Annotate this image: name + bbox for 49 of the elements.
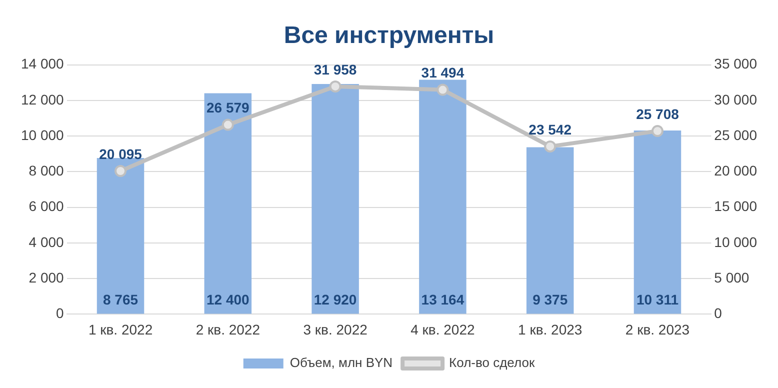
legend-label: Объем, млн BYN — [290, 355, 393, 370]
y-tick-label: 6 000 — [28, 198, 64, 214]
bar — [96, 158, 144, 314]
y-tick-label: 12 000 — [20, 91, 64, 108]
x-tick-label: 3 кв. 2022 — [303, 321, 368, 338]
x-tick-label: 1 кв. 2022 — [88, 321, 153, 338]
point — [436, 84, 449, 96]
y2-tick-label: 35 000 — [714, 56, 758, 72]
legend-label: Кол-во сделок — [449, 355, 535, 370]
y2-tick-label: 10 000 — [714, 234, 758, 250]
data-label: 20 095 — [99, 146, 142, 162]
y2-tick-label: 20 000 — [714, 162, 758, 179]
y-tick-label: 4 000 — [28, 234, 64, 250]
y-tick-label: 14 000 — [20, 56, 64, 72]
bar — [204, 93, 252, 314]
bar — [634, 130, 682, 314]
data-label: 12 400 — [206, 292, 250, 308]
data-label: 23 542 — [528, 121, 572, 138]
chart-title: Все инструменты — [284, 22, 494, 50]
y2-tick-label: 25 000 — [714, 126, 758, 143]
y2-tick-label: 0 — [714, 305, 722, 322]
data-label: 26 579 — [206, 100, 250, 116]
data-label: 31 494 — [421, 64, 464, 81]
point — [222, 118, 234, 131]
data-label: 9 375 — [532, 292, 568, 308]
x-tick-label: 2 кв. 2022 — [196, 321, 260, 338]
point — [329, 80, 342, 92]
y2-tick-label: 30 000 — [714, 91, 758, 108]
bar — [312, 84, 359, 314]
point — [544, 140, 556, 152]
data-label: 12 920 — [314, 292, 357, 308]
data-label: 25 708 — [636, 106, 680, 122]
y-tick-label: 10 000 — [20, 126, 64, 143]
y-tick-label: 2 000 — [28, 269, 64, 286]
x-tick-label: 4 кв. 2022 — [410, 321, 475, 338]
bar — [419, 80, 466, 314]
x-tick-label: 2 кв. 2023 — [625, 321, 690, 338]
data-label: 10 311 — [636, 292, 679, 308]
y2-tick-label: 15 000 — [714, 198, 758, 214]
point — [651, 125, 664, 138]
data-label: 13 164 — [421, 292, 464, 308]
y-tick-label: 0 — [56, 305, 64, 322]
y2-tick-label: 5 000 — [714, 269, 750, 286]
y-tick-label: 8 000 — [28, 162, 64, 179]
x-tick-label: 1 кв. 2023 — [518, 321, 582, 338]
bar — [526, 147, 574, 314]
point — [114, 165, 127, 178]
data-label: 31 958 — [314, 61, 357, 78]
data-label: 8 765 — [102, 292, 138, 308]
